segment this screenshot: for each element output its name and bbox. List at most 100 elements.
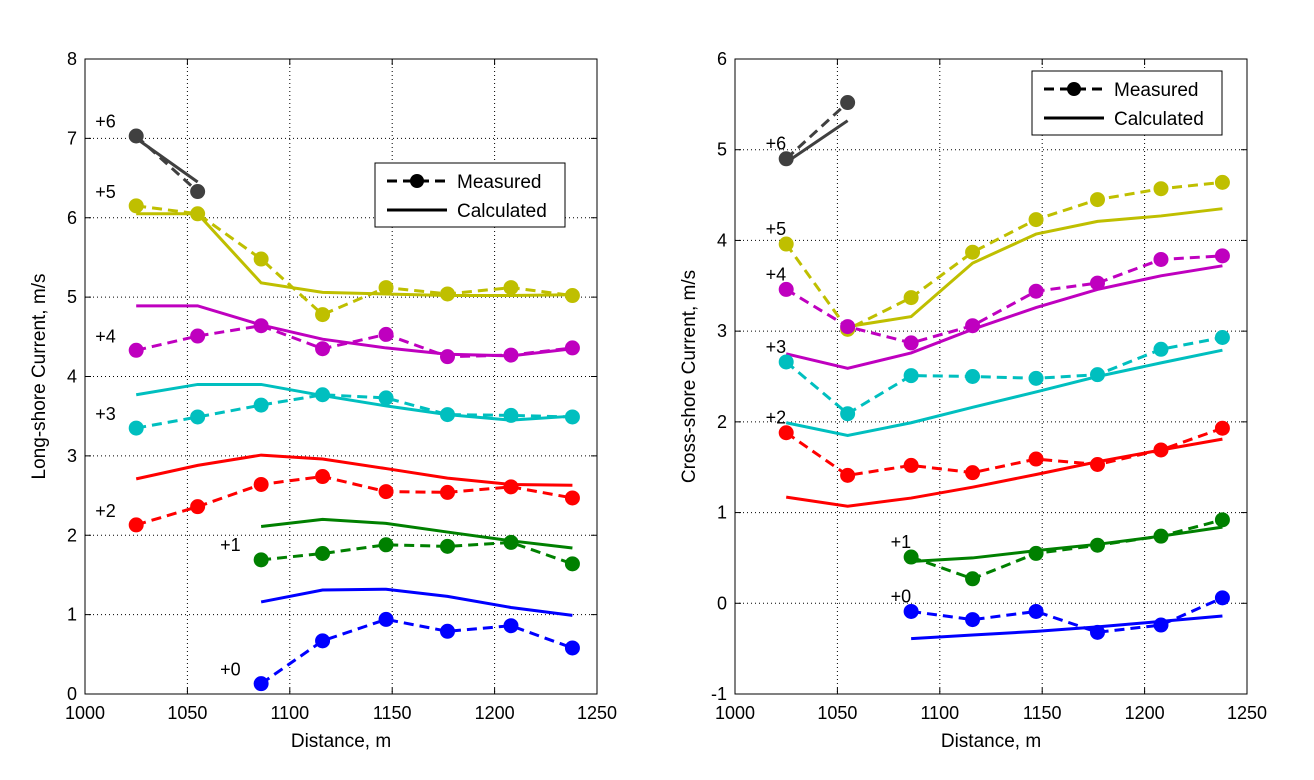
y-tick-label: 5 bbox=[717, 140, 727, 160]
measured-point bbox=[965, 571, 981, 587]
measured-point bbox=[778, 151, 794, 167]
y-tick-label: 0 bbox=[717, 593, 727, 613]
measured-point bbox=[965, 318, 981, 334]
series-plus-0: +0 bbox=[220, 587, 580, 692]
measured-point bbox=[439, 286, 455, 302]
series-plus-1: +1 bbox=[220, 517, 580, 572]
measured-line bbox=[910, 518, 1223, 581]
measured-point bbox=[840, 319, 856, 335]
measured-point bbox=[840, 95, 856, 111]
y-tick-label: 2 bbox=[67, 525, 77, 545]
measured-point bbox=[1153, 442, 1169, 458]
series-plus-0: +0 bbox=[891, 586, 1230, 641]
measured-point bbox=[564, 490, 580, 506]
measured-point bbox=[190, 409, 206, 425]
measured-point bbox=[439, 538, 455, 554]
legend-calculated-label: Calculated bbox=[1114, 109, 1204, 130]
measured-line bbox=[785, 254, 1223, 345]
measured-point bbox=[1089, 537, 1105, 553]
calculated-line bbox=[785, 264, 1223, 370]
legend-measured-label: Measured bbox=[1114, 80, 1199, 101]
x-tick-label: 1100 bbox=[920, 703, 959, 723]
measured-point bbox=[128, 420, 144, 436]
x-tick-label: 1250 bbox=[1227, 703, 1267, 723]
measured-point bbox=[564, 640, 580, 656]
measured-point bbox=[378, 326, 394, 342]
legend-box bbox=[374, 162, 566, 228]
measured-point bbox=[253, 318, 269, 334]
series-label: +0 bbox=[891, 586, 912, 606]
y-tick-label: 2 bbox=[717, 412, 727, 432]
measured-point bbox=[564, 340, 580, 356]
measured-point bbox=[1153, 181, 1169, 197]
measured-point bbox=[1089, 367, 1105, 383]
measured-line bbox=[135, 324, 573, 359]
y-tick-label: 0 bbox=[67, 684, 77, 704]
x-tick-label: 1000 bbox=[715, 703, 755, 723]
axes-frame bbox=[734, 58, 1248, 695]
measured-line bbox=[784, 180, 1223, 332]
y-tick-label: 3 bbox=[717, 321, 727, 341]
measured-point bbox=[190, 206, 206, 222]
measured-point bbox=[778, 425, 794, 441]
series-plus-3: +3 bbox=[766, 329, 1230, 437]
x-axis-label: Distance, m bbox=[291, 731, 391, 752]
y-tick-label: 1 bbox=[717, 503, 727, 523]
y-tick-label: 4 bbox=[67, 367, 77, 387]
series-label: +3 bbox=[766, 337, 787, 357]
measured-point bbox=[1028, 283, 1044, 299]
series-plus-1: +1 bbox=[891, 512, 1230, 587]
measured-point bbox=[503, 618, 519, 634]
series-label: +5 bbox=[95, 182, 116, 202]
measured-point bbox=[315, 387, 331, 403]
plot-area bbox=[735, 59, 1247, 694]
measured-point bbox=[778, 236, 794, 252]
measured-point bbox=[840, 406, 856, 422]
legend-box bbox=[1031, 70, 1223, 136]
measured-point bbox=[564, 556, 580, 572]
x-tick-label: 1250 bbox=[577, 703, 617, 723]
legend: Measured Calculated bbox=[374, 162, 566, 228]
measured-line bbox=[910, 596, 1224, 634]
measured-point bbox=[1153, 528, 1169, 544]
measured-point bbox=[378, 537, 394, 553]
series-label: +4 bbox=[766, 264, 787, 284]
measured-point bbox=[903, 335, 919, 351]
measured-point bbox=[378, 484, 394, 500]
series-plus-5: +5 bbox=[95, 182, 580, 323]
measured-point bbox=[253, 552, 269, 568]
measured-point bbox=[439, 349, 455, 365]
series-label: +4 bbox=[95, 326, 116, 346]
series-label: +2 bbox=[95, 501, 116, 521]
measured-point bbox=[903, 549, 919, 565]
measured-point bbox=[439, 407, 455, 423]
measured-point bbox=[564, 288, 580, 304]
measured-point bbox=[965, 369, 981, 384]
measured-line bbox=[135, 393, 573, 430]
measured-point bbox=[903, 603, 919, 619]
measured-point bbox=[1153, 251, 1169, 267]
y-axis-label: Long-shore Current, m/s bbox=[29, 274, 50, 480]
measured-point bbox=[378, 611, 394, 627]
measured-point bbox=[1028, 212, 1044, 228]
measured-point bbox=[903, 368, 919, 384]
x-axis-label: Distance, m bbox=[941, 731, 1041, 752]
measured-point bbox=[1214, 248, 1230, 264]
calculated-line bbox=[785, 348, 1223, 437]
calculated-line bbox=[135, 453, 573, 487]
measured-line bbox=[136, 204, 573, 317]
calculated-line bbox=[136, 212, 573, 298]
series-plus-4: +4 bbox=[766, 248, 1230, 370]
measured-point bbox=[503, 280, 519, 296]
measured-point bbox=[1214, 420, 1230, 436]
series-plus-2: +2 bbox=[766, 408, 1230, 508]
measured-point bbox=[903, 457, 919, 473]
measured-point bbox=[315, 341, 331, 357]
series-plus-6: +6 bbox=[766, 95, 856, 167]
measured-point bbox=[1028, 451, 1044, 467]
measured-point bbox=[1089, 456, 1105, 472]
measured-point bbox=[840, 467, 856, 483]
measured-point bbox=[965, 465, 981, 481]
y-tick-label: 7 bbox=[67, 128, 77, 148]
measured-point bbox=[1153, 341, 1169, 357]
